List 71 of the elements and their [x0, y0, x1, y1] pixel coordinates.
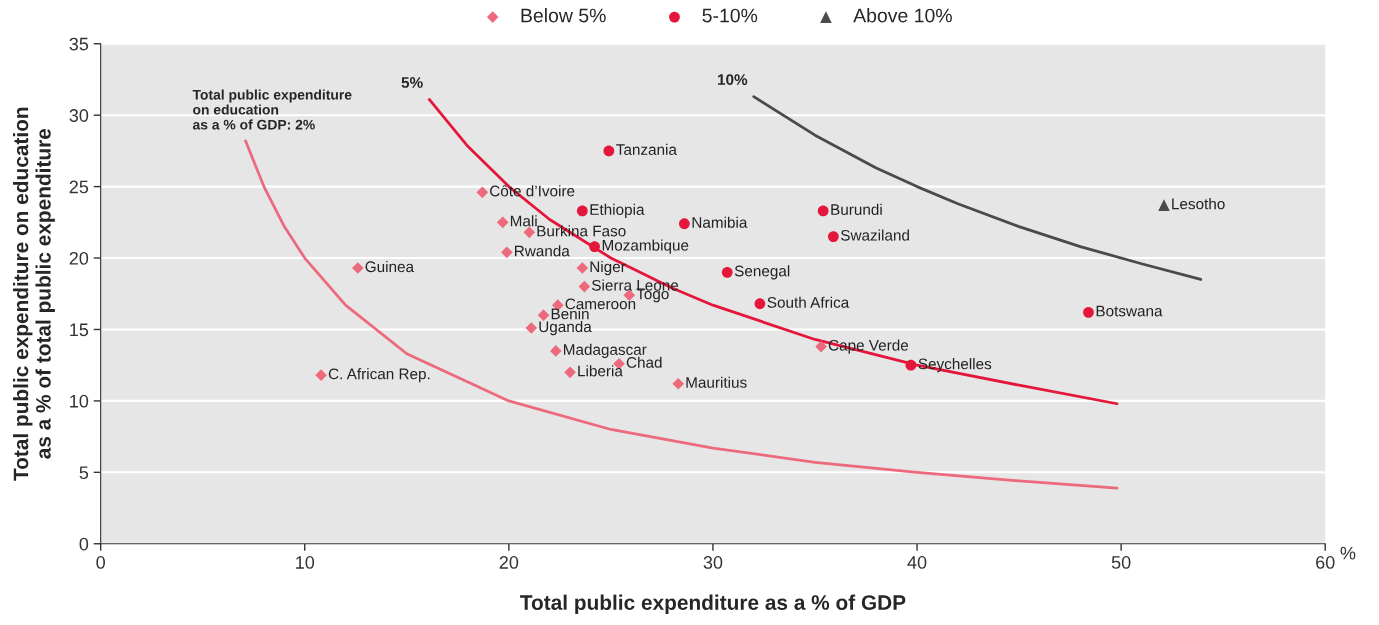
point	[827, 231, 839, 242]
x-tick-label: 10	[296, 556, 315, 569]
y-tick-label: 30	[69, 109, 89, 122]
text: %	[1340, 546, 1356, 560]
y-tick-label: 15	[70, 323, 89, 337]
point	[315, 369, 327, 381]
point	[352, 262, 364, 274]
y-tick-label: 10	[70, 394, 89, 408]
annotation: Burundi	[831, 203, 882, 215]
x-axis-title: Total public expenditure as a % of GDP	[520, 594, 906, 615]
annotation: South Africa	[767, 296, 850, 308]
point	[1083, 306, 1094, 318]
point	[1158, 199, 1170, 211]
point	[589, 241, 600, 252]
annotation: Cameroon	[565, 298, 636, 310]
annotation: Madagascar	[563, 343, 647, 359]
annotation: Rwanda	[515, 245, 570, 257]
annotation: Guinea	[365, 260, 415, 273]
y-tick-label: 25	[69, 180, 89, 194]
x-tick-label: 0	[96, 556, 105, 569]
annotation: Lesotho	[1172, 198, 1225, 210]
annotation: Chad	[626, 356, 662, 368]
x-tick-label: 20	[499, 556, 519, 569]
annotation: Niger	[590, 260, 626, 276]
point	[754, 298, 766, 310]
annotation: Tanzania	[616, 143, 677, 155]
y-tick-label: 35	[69, 37, 89, 51]
y-tick-label: 20	[69, 251, 89, 265]
y-tick-label: 5	[79, 466, 89, 480]
annotation: Ethiopia	[590, 203, 645, 219]
annotation: Namibia	[692, 216, 748, 228]
x-tick-label: 30	[703, 556, 723, 569]
annotation: Seychelles	[918, 358, 992, 373]
annotation: Botswana	[1096, 305, 1163, 317]
legend-label: Below 5%	[521, 8, 606, 23]
point	[603, 145, 615, 157]
point	[815, 340, 827, 353]
legend-label: Above 10%	[853, 8, 952, 23]
point	[672, 377, 685, 390]
annotation: Benin	[551, 308, 589, 320]
point	[564, 366, 576, 379]
annotation: 10%	[718, 74, 748, 86]
annotation: Senegal	[734, 265, 790, 280]
point	[576, 262, 589, 274]
x-tick-label: 60	[1316, 556, 1335, 569]
point	[817, 205, 829, 217]
annotation: Uganda	[539, 320, 592, 336]
annotation: Total public expenditure on education as a % of GDP: 2%	[192, 89, 352, 130]
y-axis-title: Total public expenditure on education as a % of total public expenditure	[13, 107, 55, 481]
point	[721, 266, 733, 278]
point	[476, 186, 489, 199]
point	[905, 359, 917, 371]
annotation: Swaziland	[841, 229, 909, 241]
point	[549, 345, 562, 357]
y-tick-label: 0	[79, 537, 89, 551]
point	[678, 218, 690, 230]
annotation: C. African Rep.	[328, 368, 430, 383]
point	[525, 322, 538, 334]
annotation: 5%	[401, 77, 423, 88]
legend-label: 5-10%	[702, 8, 758, 23]
point	[576, 205, 588, 217]
point	[496, 216, 509, 229]
annotation: Mauritius	[686, 376, 747, 388]
point	[501, 246, 513, 259]
annotation: Mozambique	[602, 239, 689, 254]
x-tick-label: 40	[907, 556, 927, 569]
annotation: Mali	[510, 215, 537, 227]
x-tick-label: 50	[1111, 556, 1131, 569]
annotation: Liberia	[578, 365, 623, 377]
point	[578, 280, 591, 293]
point	[537, 309, 550, 321]
